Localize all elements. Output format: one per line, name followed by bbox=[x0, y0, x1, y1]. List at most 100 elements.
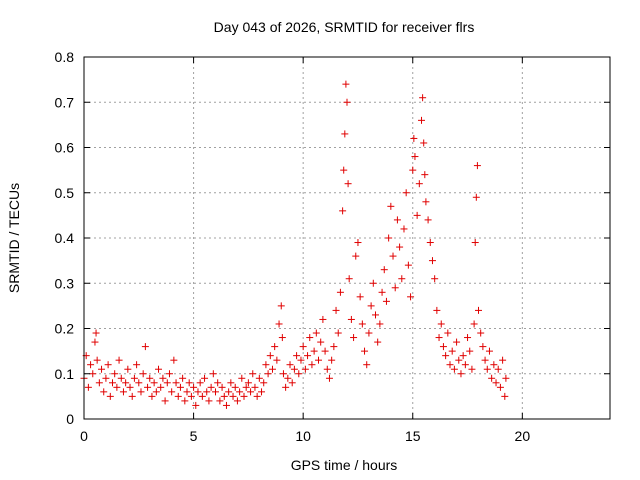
data-point bbox=[95, 379, 103, 387]
data-point bbox=[128, 392, 136, 400]
data-point bbox=[340, 166, 348, 174]
data-point bbox=[402, 189, 410, 197]
data-point bbox=[473, 162, 481, 170]
x-tick-label: 5 bbox=[190, 428, 198, 444]
data-point bbox=[389, 252, 397, 260]
data-point bbox=[115, 356, 123, 364]
data-point bbox=[117, 374, 125, 382]
data-point bbox=[356, 293, 364, 301]
data-point bbox=[407, 293, 415, 301]
data-point bbox=[187, 392, 195, 400]
data-point bbox=[334, 329, 342, 337]
data-point bbox=[218, 383, 226, 391]
data-point bbox=[472, 193, 480, 201]
data-point bbox=[161, 397, 169, 405]
data-point bbox=[295, 370, 303, 378]
data-point bbox=[419, 94, 427, 102]
data-point bbox=[111, 370, 119, 378]
data-point bbox=[293, 352, 301, 360]
data-point bbox=[247, 388, 255, 396]
data-point bbox=[459, 352, 467, 360]
data-point bbox=[185, 379, 193, 387]
y-tick-label: 0.8 bbox=[55, 49, 75, 65]
data-point bbox=[492, 379, 500, 387]
data-point bbox=[499, 356, 507, 364]
data-point bbox=[431, 275, 439, 283]
data-point bbox=[448, 347, 456, 355]
data-point bbox=[159, 374, 167, 382]
data-point bbox=[299, 343, 307, 351]
data-point bbox=[453, 338, 461, 346]
data-point bbox=[181, 397, 189, 405]
data-point bbox=[421, 171, 429, 179]
data-point bbox=[496, 383, 504, 391]
data-point bbox=[464, 334, 472, 342]
data-point bbox=[387, 202, 395, 210]
data-point bbox=[233, 397, 241, 405]
data-point bbox=[413, 211, 421, 219]
data-point bbox=[198, 392, 206, 400]
data-point bbox=[170, 356, 178, 364]
data-point bbox=[442, 352, 450, 360]
data-point bbox=[363, 361, 371, 369]
plot-frame bbox=[83, 56, 611, 420]
data-point bbox=[461, 361, 469, 369]
data-point bbox=[214, 379, 222, 387]
data-point bbox=[108, 379, 116, 387]
data-point bbox=[212, 388, 219, 396]
data-point bbox=[238, 374, 246, 382]
data-point bbox=[308, 361, 316, 369]
data-point bbox=[317, 338, 325, 346]
data-point bbox=[100, 388, 108, 396]
data-point bbox=[168, 388, 176, 396]
data-point bbox=[122, 379, 130, 387]
data-point bbox=[288, 379, 296, 387]
data-point bbox=[194, 388, 202, 396]
data-point bbox=[398, 275, 406, 283]
data-point bbox=[84, 383, 92, 391]
data-point bbox=[266, 352, 274, 360]
data-point bbox=[98, 365, 106, 373]
data-point bbox=[410, 134, 418, 142]
data-point bbox=[315, 356, 323, 364]
data-point bbox=[244, 379, 252, 387]
data-point bbox=[339, 207, 347, 215]
data-point bbox=[347, 315, 355, 323]
data-point bbox=[279, 370, 287, 378]
data-point bbox=[89, 370, 97, 378]
data-point bbox=[264, 370, 272, 378]
data-point bbox=[165, 370, 173, 378]
data-point bbox=[225, 388, 233, 396]
data-point bbox=[325, 374, 333, 382]
data-point bbox=[475, 306, 482, 314]
data-point bbox=[290, 365, 298, 373]
data-point bbox=[148, 392, 156, 400]
data-point bbox=[424, 216, 432, 224]
data-point bbox=[400, 225, 408, 233]
data-point bbox=[501, 392, 509, 400]
x-axis-label: GPS time / hours bbox=[291, 457, 398, 473]
data-point bbox=[130, 374, 138, 382]
data-point bbox=[343, 98, 351, 106]
data-point bbox=[466, 347, 474, 355]
data-point bbox=[344, 180, 352, 188]
data-point bbox=[328, 356, 336, 364]
data-point bbox=[260, 379, 268, 387]
data-point bbox=[409, 166, 417, 174]
data-point bbox=[174, 392, 182, 400]
data-point bbox=[271, 343, 279, 351]
data-point bbox=[155, 365, 163, 373]
data-point bbox=[157, 383, 165, 391]
y-tick-label: 0.2 bbox=[55, 321, 75, 337]
data-point bbox=[439, 343, 447, 351]
data-point bbox=[342, 80, 350, 88]
data-point bbox=[376, 320, 384, 328]
x-tick-labels: 0 5 10 15 20 bbox=[80, 428, 530, 444]
data-point bbox=[415, 180, 423, 188]
y-axis-label: SRMTID / TECUs bbox=[6, 183, 22, 293]
data-point bbox=[378, 288, 386, 296]
data-point bbox=[350, 334, 358, 342]
y-tick-label: 0.6 bbox=[55, 140, 75, 156]
data-point bbox=[119, 388, 127, 396]
data-point bbox=[354, 239, 362, 247]
